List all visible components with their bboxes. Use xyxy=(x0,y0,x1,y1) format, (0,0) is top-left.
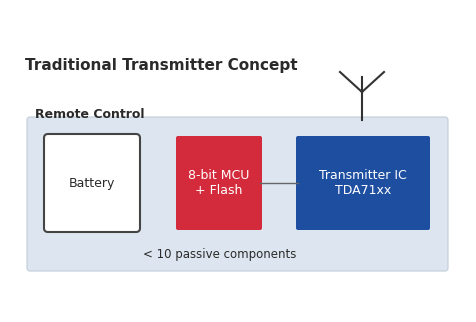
FancyBboxPatch shape xyxy=(27,117,448,271)
FancyBboxPatch shape xyxy=(296,136,430,230)
Text: Traditional Transmitter Concept: Traditional Transmitter Concept xyxy=(25,58,298,73)
Text: Remote Control: Remote Control xyxy=(35,108,145,121)
Text: 8-bit MCU
+ Flash: 8-bit MCU + Flash xyxy=(188,169,250,197)
FancyBboxPatch shape xyxy=(44,134,140,232)
Text: Transmitter IC
TDA71xx: Transmitter IC TDA71xx xyxy=(319,169,407,197)
Text: < 10 passive components: < 10 passive components xyxy=(143,248,297,261)
Text: Battery: Battery xyxy=(69,176,115,190)
FancyBboxPatch shape xyxy=(176,136,262,230)
